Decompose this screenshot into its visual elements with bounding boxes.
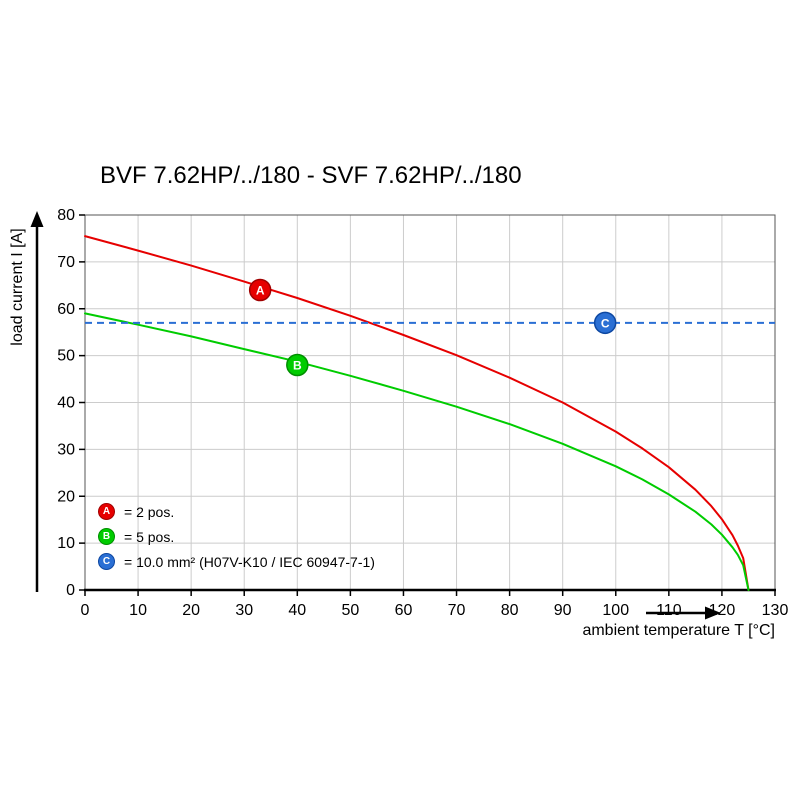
x-tick-label: 70 [448, 602, 466, 619]
curve-marker-letter-C: C [601, 316, 610, 330]
curve-marker-A [248, 278, 272, 302]
x-tick-label: 30 [235, 602, 253, 619]
x-axis-label: ambient temperature T [°C] [582, 622, 775, 639]
x-tick-label: 0 [81, 602, 90, 619]
legend-label-2pos: = 2 pos. [124, 503, 175, 520]
x-axis-arrowhead-icon [705, 606, 721, 620]
x-tick-label: 110 [656, 602, 682, 619]
legend-letter-c: C [102, 556, 111, 567]
curve-marker-letter-B: B [293, 359, 302, 373]
curve-marker-C [593, 311, 617, 335]
x-tick-label: 100 [602, 602, 629, 619]
y-axis-arrowhead-icon [30, 211, 44, 227]
y-tick-label: 30 [57, 441, 75, 458]
x-tick-label: 80 [501, 602, 519, 619]
x-tick-label: 60 [395, 602, 413, 619]
legend-marker-b-icon: B [98, 528, 115, 545]
legend-label-wire: = 10.0 mm² (H07V-K10 / IEC 60947-7-1) [124, 553, 375, 570]
legend-marker-a-icon: A [98, 503, 115, 520]
legend-letter-b: B [102, 531, 111, 542]
legend-marker-c-icon: C [98, 553, 115, 570]
y-tick-label: 50 [57, 348, 75, 365]
legend-item-wire: C = 10.0 mm² (H07V-K10 / IEC 60947-7-1) [98, 553, 375, 570]
legend-item-2pos: A = 2 pos. [98, 503, 375, 520]
x-tick-label: 20 [182, 602, 200, 619]
y-tick-label: 0 [66, 582, 75, 599]
y-tick-label: 10 [57, 535, 75, 552]
x-tick-label: 90 [554, 602, 572, 619]
series-curve-B [84, 312, 750, 591]
y-tick-label: 70 [57, 254, 75, 271]
y-axis-label: load current I [A] [9, 228, 26, 346]
y-tick-label: 80 [57, 207, 75, 224]
legend-letter-a: A [102, 506, 111, 517]
legend-label-5pos: = 5 pos. [124, 528, 175, 545]
legend: A = 2 pos. B = 5 pos. C = 10.0 mm² (H07V… [98, 503, 375, 570]
chart-title: BVF 7.62HP/../180 - SVF 7.62HP/../180 [100, 162, 522, 189]
x-tick-label: 130 [762, 602, 789, 619]
x-tick-label: 40 [288, 602, 306, 619]
y-tick-label: 40 [57, 395, 75, 412]
y-tick-label: 20 [57, 488, 75, 505]
x-tick-label: 50 [341, 602, 359, 619]
curve-marker-B [286, 353, 309, 377]
legend-item-5pos: B = 5 pos. [98, 528, 375, 545]
curve-marker-letter-A: A [256, 284, 265, 298]
y-tick-label: 60 [57, 301, 75, 318]
x-tick-label: 10 [129, 602, 147, 619]
